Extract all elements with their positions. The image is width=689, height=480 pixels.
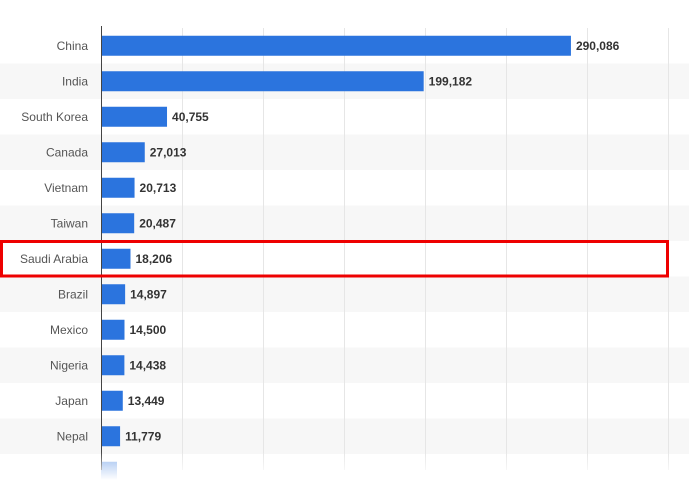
category-label: South Korea bbox=[21, 110, 88, 124]
bar-south-korea bbox=[101, 106, 168, 127]
bar-china bbox=[101, 35, 571, 56]
bar-saudi-arabia bbox=[101, 248, 131, 269]
category-label: Nepal bbox=[57, 429, 88, 443]
bar-taiwan bbox=[101, 213, 135, 234]
value-label: 14,897 bbox=[130, 287, 167, 301]
bar-brazil bbox=[101, 284, 126, 305]
category-label: Canada bbox=[46, 145, 88, 159]
highlight-box bbox=[0, 240, 669, 278]
value-label: 20,713 bbox=[140, 181, 177, 195]
value-label: 20,487 bbox=[139, 216, 176, 230]
bar-mexico bbox=[101, 319, 125, 340]
bar-partial bbox=[101, 461, 117, 480]
value-label: 14,438 bbox=[129, 358, 166, 372]
value-label: 13,449 bbox=[128, 394, 165, 408]
category-label: Mexico bbox=[50, 323, 88, 337]
value-label: 40,755 bbox=[172, 110, 209, 124]
category-label: Taiwan bbox=[51, 216, 88, 230]
value-label: 199,182 bbox=[429, 74, 473, 88]
value-label: 290,086 bbox=[576, 39, 620, 53]
value-label: 18,206 bbox=[135, 252, 172, 266]
category-label: India bbox=[62, 74, 88, 88]
category-label: Japan bbox=[55, 394, 88, 408]
category-label: Brazil bbox=[58, 287, 88, 301]
bar-nepal bbox=[101, 426, 121, 447]
category-label: Vietnam bbox=[44, 181, 88, 195]
bar-india bbox=[101, 71, 424, 92]
category-label: Saudi Arabia bbox=[20, 252, 88, 266]
bar-japan bbox=[101, 390, 123, 411]
bar-nigeria bbox=[101, 355, 125, 376]
value-label: 14,500 bbox=[129, 323, 166, 337]
value-label: 11,779 bbox=[125, 429, 161, 443]
category-label: Nigeria bbox=[50, 358, 88, 372]
bar-vietnam bbox=[101, 177, 135, 198]
value-label: 27,013 bbox=[150, 145, 187, 159]
bar-canada bbox=[101, 142, 145, 163]
category-label: China bbox=[57, 39, 89, 53]
